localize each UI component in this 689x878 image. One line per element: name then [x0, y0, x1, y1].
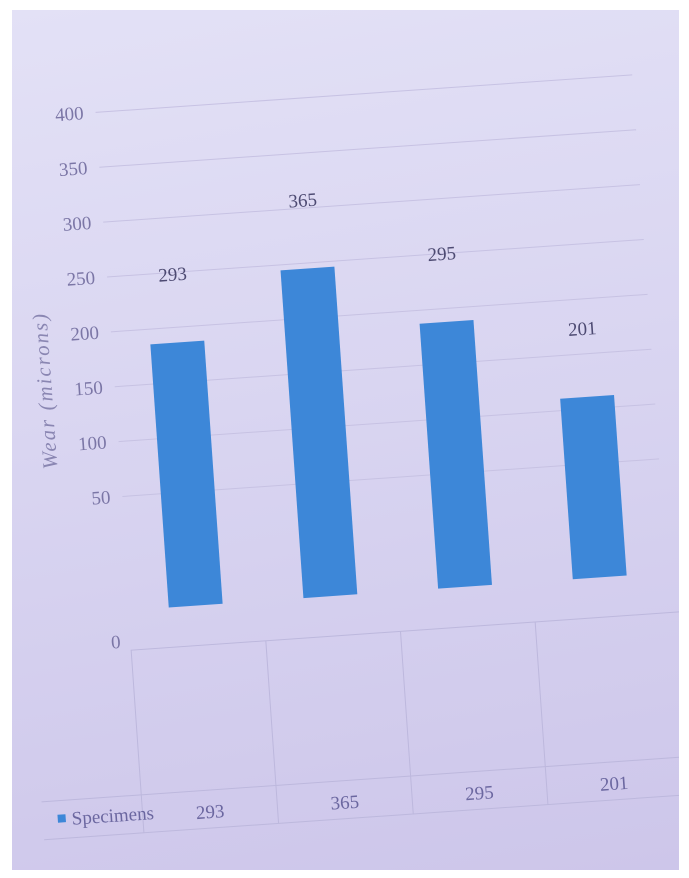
y-tick-label: 50 — [91, 487, 111, 509]
bar — [419, 320, 492, 589]
data-label: 201 — [567, 318, 597, 341]
data-label: 293 — [158, 264, 188, 287]
bars — [150, 266, 627, 608]
data-table: Specimens 293 365 295 201 — [41, 611, 679, 841]
y-axis-ticks: 400 350 300 250 200 150 100 50 0 — [54, 103, 121, 654]
legend-key — [57, 814, 66, 823]
table-column-divider — [265, 640, 280, 824]
gridline — [95, 74, 633, 113]
table-column-divider — [399, 631, 414, 814]
table-row-divider — [44, 832, 144, 841]
table-cell: 293 — [195, 801, 225, 824]
projected-screen: 400 350 300 250 200 150 100 50 0 Wear (microns) … — [12, 10, 679, 870]
bar — [280, 266, 358, 599]
table-row-divider — [41, 756, 679, 803]
legend-label: Specimens — [71, 803, 155, 830]
bar — [560, 395, 627, 580]
table-cell: 295 — [465, 782, 495, 805]
gridline — [99, 129, 637, 168]
table-frame — [130, 611, 679, 834]
y-tick-label: 350 — [58, 158, 88, 181]
table-column-divider — [534, 621, 549, 805]
data-labels: 293 365 295 201 — [158, 190, 598, 341]
table-cell: 365 — [330, 792, 360, 815]
bar-chart: 400 350 300 250 200 150 100 50 0 Wear (microns) … — [12, 10, 679, 870]
y-tick-label: 200 — [70, 323, 100, 346]
y-tick-label: 400 — [54, 103, 84, 126]
y-axis-title: Wear (microns) — [27, 311, 62, 470]
gridline — [103, 184, 640, 223]
y-tick-label: 300 — [62, 213, 92, 236]
data-label: 365 — [288, 190, 318, 213]
y-tick-label: 150 — [74, 378, 104, 401]
gridline — [110, 293, 648, 333]
data-label: 295 — [427, 243, 457, 266]
y-tick-label: 250 — [66, 268, 96, 291]
y-tick-label: 100 — [77, 432, 107, 455]
table-cell: 201 — [599, 773, 629, 796]
gridline — [107, 238, 644, 278]
bar — [150, 340, 223, 608]
y-tick-label: 0 — [110, 632, 121, 654]
